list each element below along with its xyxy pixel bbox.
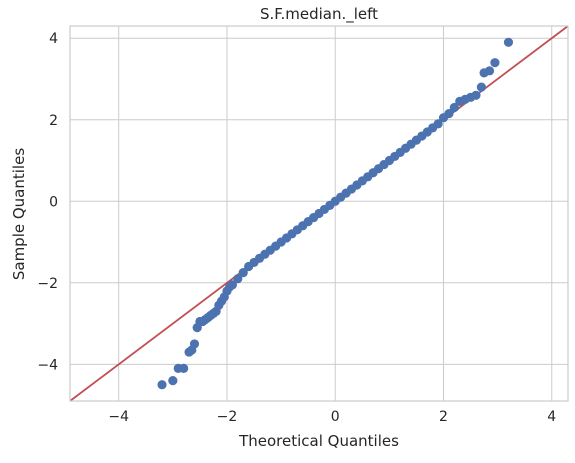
- x-axis-label: Theoretical Quantiles: [238, 432, 399, 450]
- data-point: [189, 339, 200, 349]
- data-point: [238, 268, 248, 278]
- y-axis-label: Sample Quantiles: [10, 148, 28, 280]
- data-point: [233, 274, 243, 284]
- data-point: [168, 376, 178, 386]
- x-tick-label: 0: [331, 409, 340, 425]
- x-tick-label: −2: [217, 409, 238, 425]
- data-point: [157, 380, 167, 390]
- data-point: [433, 119, 443, 129]
- data-point: [449, 102, 459, 113]
- y-tick-label: 4: [49, 31, 58, 47]
- chart-title: S.F.median._left: [260, 5, 378, 24]
- data-point: [490, 58, 500, 68]
- data-point: [503, 37, 514, 47]
- x-tick-label: 4: [547, 409, 556, 425]
- data-point: [179, 363, 189, 373]
- plot-frame: [69, 25, 569, 402]
- data-point: [476, 82, 486, 92]
- data-point: [227, 280, 237, 290]
- x-tick-label: −4: [108, 409, 129, 425]
- x-tick-label: 2: [439, 409, 448, 425]
- y-tick-label: 0: [49, 194, 58, 210]
- data-point: [484, 66, 495, 76]
- x-ticks: −4 −2 0 2 4: [108, 409, 556, 425]
- grid: [70, 26, 568, 401]
- data-points: [157, 37, 514, 390]
- data-point: [444, 109, 454, 119]
- data-point: [471, 90, 481, 100]
- y-tick-label: −4: [37, 357, 58, 373]
- y-tick-label: −2: [37, 276, 58, 292]
- y-tick-label: 2: [49, 113, 58, 129]
- y-ticks: −4 −2 0 2 4: [37, 31, 58, 373]
